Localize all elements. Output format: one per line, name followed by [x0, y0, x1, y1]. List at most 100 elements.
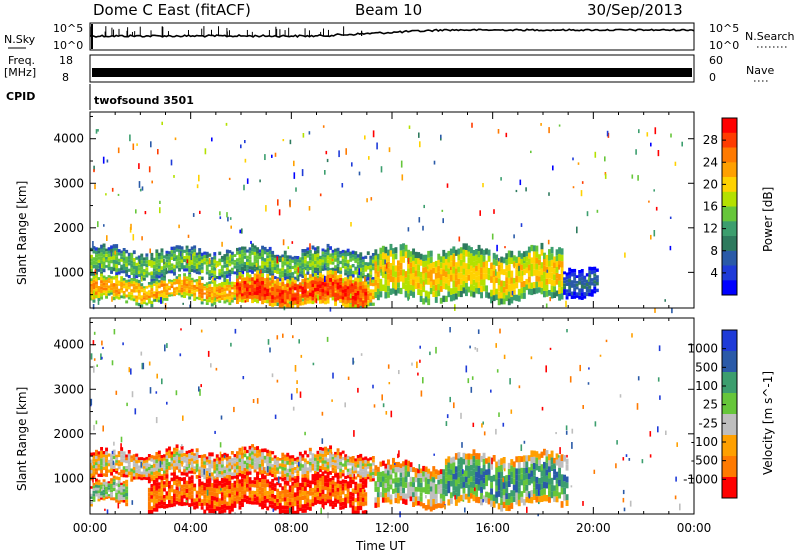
echo-cell	[517, 295, 521, 302]
echo-cell	[527, 246, 531, 253]
echo-cell	[588, 292, 592, 297]
echo-cell	[160, 252, 164, 256]
echo-cell	[344, 269, 348, 273]
y-tick-label: 1000	[53, 265, 84, 279]
echo-cell	[314, 481, 317, 486]
echo-cell	[517, 462, 521, 469]
scatter-point	[165, 267, 168, 275]
echo-cell	[225, 505, 229, 510]
echo-cell	[442, 501, 446, 508]
echo-cell	[326, 474, 330, 479]
echo-cell	[361, 285, 365, 289]
echo-cell	[248, 288, 252, 292]
echo-cell	[354, 251, 358, 256]
echo-cell	[238, 472, 242, 477]
echo-cell	[404, 277, 408, 285]
echo-cell	[213, 259, 217, 264]
echo-cell	[306, 454, 310, 458]
echo-cell	[238, 298, 242, 302]
echo-cell	[444, 464, 448, 472]
echo-cell	[590, 270, 594, 275]
echo-cell	[349, 474, 353, 477]
echo-cell	[288, 269, 292, 273]
echo-cell	[376, 497, 380, 503]
echo-cell	[540, 281, 544, 288]
echo-cell	[165, 253, 169, 257]
echo-cell	[346, 289, 350, 294]
echo-cell	[271, 279, 275, 284]
echo-cell	[107, 496, 111, 499]
echo-cell	[573, 280, 577, 284]
echo-cell	[220, 294, 224, 298]
echo-cell	[137, 302, 141, 307]
echo-cell	[331, 296, 335, 301]
echo-cell	[236, 272, 239, 276]
echo-cell	[560, 286, 564, 294]
echo-cell	[102, 487, 106, 490]
echo-cell	[412, 497, 416, 503]
echo-cell	[115, 281, 119, 284]
echo-cell	[376, 259, 380, 266]
echo-cell	[190, 461, 194, 465]
scatter-point	[576, 226, 578, 234]
echo-cell	[298, 271, 302, 274]
echo-cell	[535, 257, 539, 264]
scatter-point	[407, 227, 410, 232]
echo-cell	[203, 498, 207, 502]
echo-cell	[163, 280, 166, 284]
echo-cell	[263, 281, 267, 284]
echo-cell	[409, 491, 413, 497]
scatter-point	[382, 271, 384, 278]
echo-cell	[497, 484, 501, 491]
echo-cell	[241, 260, 244, 264]
echo-cell	[495, 491, 499, 498]
echo-cell	[251, 494, 255, 498]
echo-cell	[145, 270, 149, 274]
echo-cell	[117, 480, 121, 484]
echo-cell	[97, 464, 101, 468]
echo-cell	[120, 264, 124, 268]
echo-cell	[303, 259, 307, 264]
echo-cell	[502, 482, 506, 489]
echo-cell	[324, 267, 328, 271]
echo-cell	[220, 483, 224, 488]
echo-cell	[183, 288, 187, 292]
echo-cell	[150, 260, 154, 264]
echo-cell	[432, 482, 436, 489]
echo-cell	[251, 501, 255, 505]
echo-cell	[308, 256, 312, 260]
echo-cell	[500, 262, 504, 269]
echo-cell	[105, 465, 109, 470]
scatter-point	[240, 144, 242, 149]
echo-cell	[102, 479, 106, 482]
echo-cell	[336, 282, 340, 286]
echo-cell	[150, 281, 154, 285]
echo-cell	[298, 467, 302, 471]
echo-cell	[160, 269, 164, 274]
scatter-point	[219, 211, 221, 216]
echo-cell	[97, 268, 101, 272]
echo-cell	[321, 281, 325, 286]
echo-cell	[248, 280, 252, 283]
echo-cell	[301, 470, 305, 475]
scatter-point	[282, 139, 285, 142]
echo-cell	[256, 291, 260, 296]
echo-cell	[110, 287, 114, 291]
echo-cell	[329, 478, 333, 482]
echo-cell	[261, 260, 265, 265]
echo-cell	[371, 302, 375, 306]
echo-cell	[205, 288, 209, 291]
echo-cell	[321, 494, 325, 499]
echo-cell	[417, 482, 421, 488]
echo-cell	[150, 478, 154, 482]
echo-cell	[152, 485, 156, 490]
echo-cell	[349, 265, 353, 269]
echo-cell	[311, 476, 315, 481]
echo-cell	[132, 473, 136, 477]
echo-cell	[475, 471, 479, 478]
echo-cell	[266, 491, 270, 495]
echo-cell	[371, 289, 375, 293]
echo-cell	[261, 268, 265, 273]
echo-cell	[230, 487, 234, 492]
echo-cell	[253, 298, 257, 302]
